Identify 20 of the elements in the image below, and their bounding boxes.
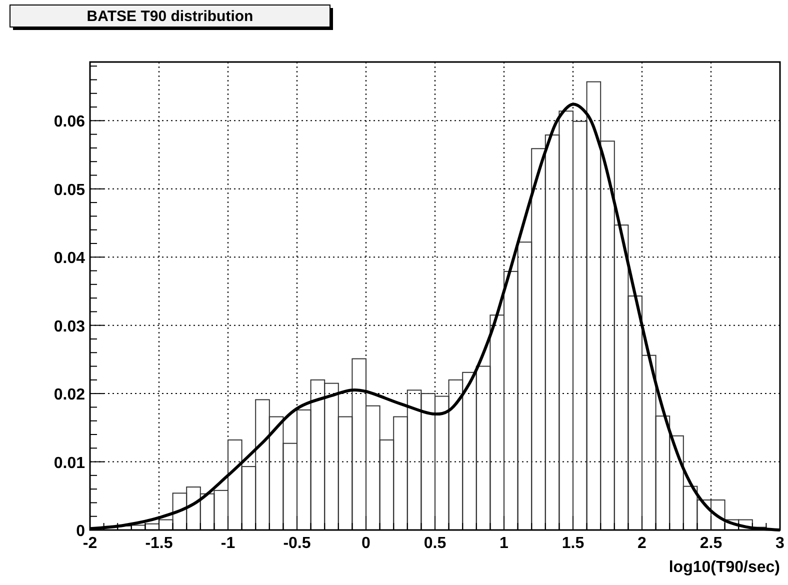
x-axis-title: log10(T90/sec) — [668, 559, 780, 576]
x-tick-label: 2.5 — [700, 535, 722, 552]
x-tick-label: -0.5 — [283, 535, 311, 552]
x-tick-label: 0.5 — [424, 535, 446, 552]
y-tick-label: 0.05 — [54, 182, 86, 199]
x-tick-label: -2 — [82, 535, 98, 552]
x-tick-label: 1.5 — [562, 535, 584, 552]
x-tick-label: -1.5 — [145, 535, 173, 552]
y-tick-label: 0.02 — [54, 386, 86, 404]
x-tick-label: 0 — [362, 535, 371, 552]
y-tick-label: 0.04 — [54, 250, 86, 268]
x-tick-label: -1 — [220, 535, 236, 552]
y-tick-label: 0.01 — [54, 454, 86, 472]
y-tick-label: 0.03 — [54, 318, 86, 336]
y-tick-label: 0 — [76, 523, 86, 540]
chart-title: BATSE T90 distribution — [86, 8, 254, 25]
x-tick-label: 3 — [776, 535, 785, 552]
x-tick-label: 1 — [500, 535, 509, 552]
y-tick-label: 0.06 — [54, 114, 86, 131]
x-tick-label: 2 — [638, 535, 647, 552]
